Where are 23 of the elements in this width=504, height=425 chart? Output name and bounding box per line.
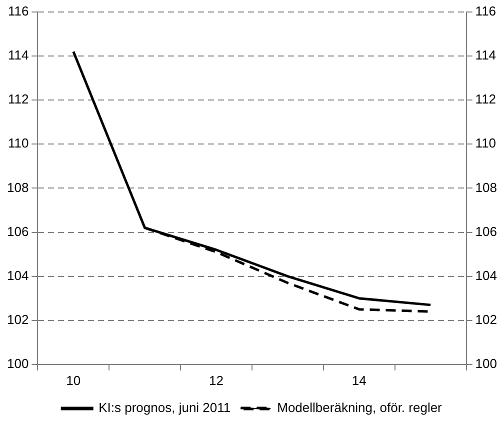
- y-tick-label: 114: [8, 48, 29, 63]
- y-tick-label: 108: [6, 180, 29, 195]
- y-tick-label: 106: [6, 224, 29, 239]
- legend-label: Modellberäkning, oför. regler: [277, 400, 443, 416]
- y-tick-label: 110: [8, 136, 29, 151]
- y2-tick-label: 108: [475, 180, 498, 195]
- y2-tick-label: 116: [475, 4, 496, 19]
- legend-label: KI:s prognos, juni 2011: [98, 400, 231, 416]
- y2-tick-label: 106: [475, 224, 498, 239]
- y2-tick-label: 100: [475, 356, 498, 371]
- y2-tick-label: 104: [475, 268, 498, 283]
- y-tick-label: 104: [6, 268, 29, 283]
- x-tick-label: 14: [352, 372, 366, 388]
- y2-tick-label: 112: [475, 92, 496, 107]
- y2-tick-label: 102: [475, 312, 498, 327]
- x-tick-label: 12: [209, 372, 224, 388]
- y-tick-label: 100: [6, 356, 29, 371]
- y-tick-label: 112: [8, 92, 29, 107]
- x-tick-label: 10: [66, 372, 81, 388]
- y2-tick-label: 110: [475, 136, 496, 151]
- y-tick-label: 102: [6, 312, 29, 327]
- y2-tick-label: 114: [475, 48, 496, 63]
- y-tick-label: 116: [8, 4, 29, 19]
